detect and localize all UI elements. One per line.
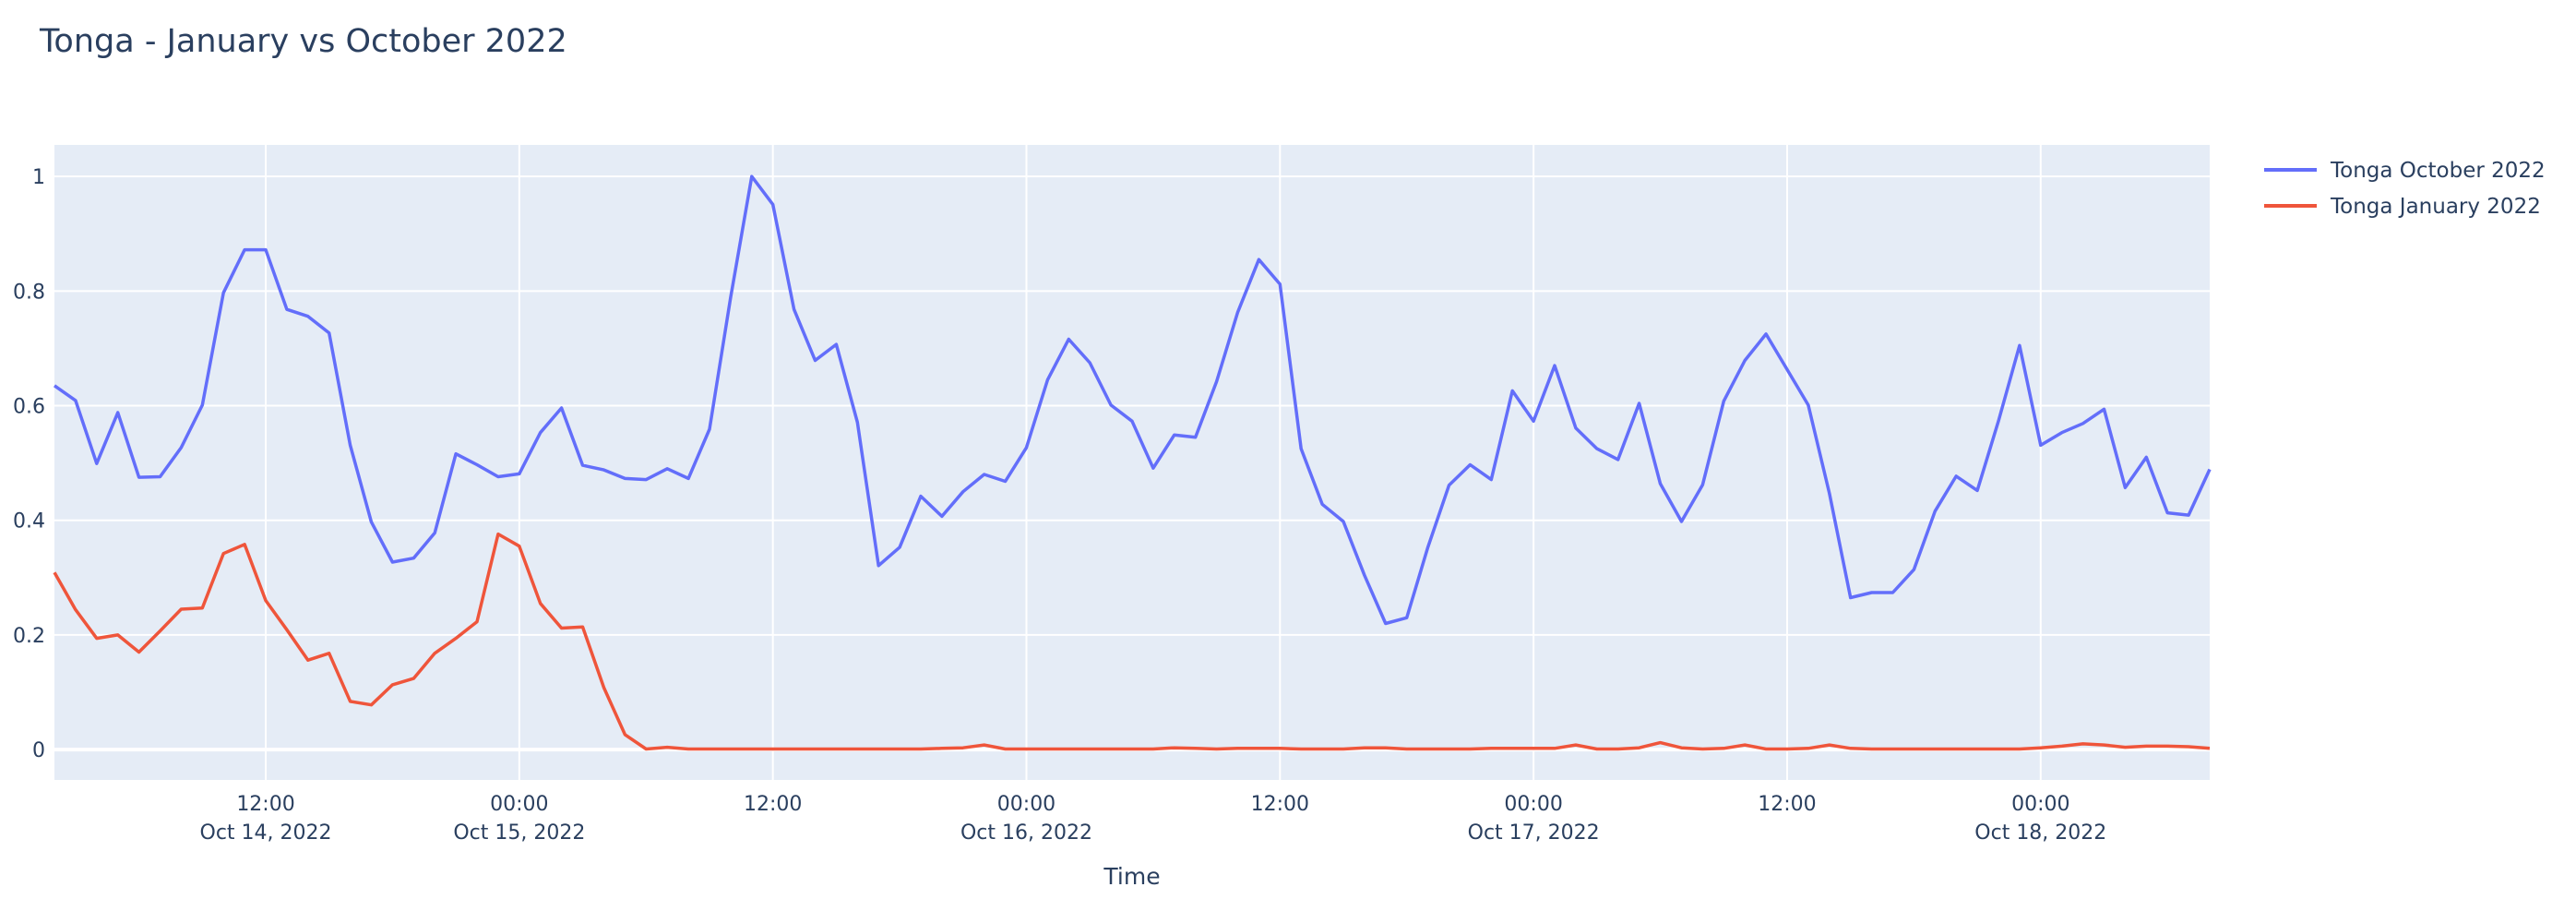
x-tick-label: 00:00 (1504, 793, 1562, 816)
legend-label: Tonga January 2022 (2330, 195, 2541, 219)
y-tick-label: 1 (32, 166, 45, 189)
legend: Tonga October 2022 Tonga January 2022 (2264, 159, 2546, 219)
x-tick-label: 00:00 (2011, 793, 2069, 816)
x-tick-date-label: Oct 16, 2022 (960, 821, 1092, 845)
series-line-october (53, 174, 2212, 626)
y-tick-label: 0.2 (13, 625, 45, 648)
x-tick-label: 12:00 (1758, 793, 1816, 816)
y-tick-label: 0.6 (13, 396, 45, 419)
y-tick-label: 0.8 (13, 281, 45, 304)
plot-area (54, 145, 2210, 780)
gridlines (54, 145, 2210, 780)
y-axis: 0 0.2 0.4 0.6 0.8 1 (13, 166, 45, 762)
x-tick-label: 12:00 (236, 793, 294, 816)
x-tick-label: 00:00 (997, 793, 1055, 816)
series-line-january (53, 532, 2211, 751)
x-tick-label: 12:00 (744, 793, 802, 816)
y-tick-label: 0.4 (13, 510, 45, 533)
legend-label: Tonga October 2022 (2330, 159, 2546, 183)
x-tick-date-label: Oct 17, 2022 (1468, 821, 1600, 845)
chart-title: Tonga - January vs October 2022 (39, 23, 567, 60)
series-lines (53, 174, 2212, 751)
x-tick-label: 00:00 (490, 793, 548, 816)
x-axis-title: Time (1103, 863, 1160, 890)
x-tick-date-label: Oct 15, 2022 (453, 821, 585, 845)
x-axis: 12:00 Oct 14, 2022 00:00 Oct 15, 2022 12:00 0… (200, 793, 2107, 845)
x-tick-date-label: Oct 14, 2022 (200, 821, 332, 845)
y-tick-label: 0 (32, 739, 45, 762)
x-tick-date-label: Oct 18, 2022 (1974, 821, 2106, 845)
x-tick-label: 12:00 (1251, 793, 1309, 816)
